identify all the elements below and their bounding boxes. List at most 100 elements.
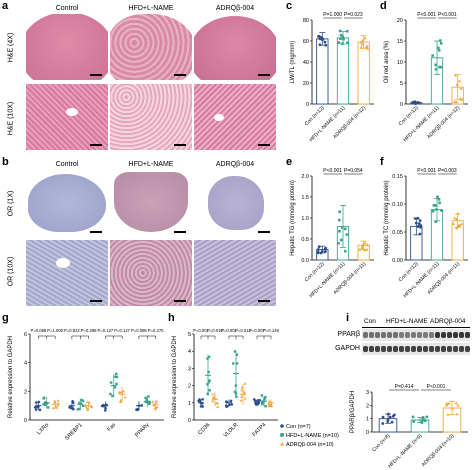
blot-gapdh-band-1 bbox=[368, 346, 374, 352]
col-title-hfd-b: HFD+L-NAME bbox=[128, 161, 174, 168]
point-1-2-2 bbox=[243, 382, 247, 385]
point-2-1-4 bbox=[109, 392, 112, 396]
blot-gapdh-strip bbox=[362, 343, 470, 355]
point-0-8 bbox=[417, 222, 421, 226]
scalebar-or1x-2 bbox=[174, 231, 186, 233]
panel-label-b: b bbox=[2, 156, 9, 168]
point-1-5 bbox=[434, 63, 438, 67]
x-tick-label-1: HFD+L-NAME (n=9) bbox=[387, 433, 424, 470]
point-2-3 bbox=[459, 86, 463, 90]
point-1-1-4 bbox=[233, 350, 237, 353]
blot-ppar-band-3 bbox=[380, 332, 386, 338]
point-0-4 bbox=[414, 217, 417, 221]
point-1-2-0 bbox=[242, 392, 246, 396]
pvalue-label-3: P=0.298 bbox=[81, 328, 97, 333]
point-3-1-2 bbox=[147, 395, 150, 398]
panel-label-a: a bbox=[2, 0, 9, 12]
point-1-0 bbox=[438, 65, 441, 69]
point-0-1-6 bbox=[44, 401, 47, 404]
scalebar-he10x-2 bbox=[174, 144, 186, 146]
point-1-3 bbox=[337, 218, 341, 222]
point-2-1-5 bbox=[115, 375, 119, 379]
point-1-2-5 bbox=[240, 385, 244, 389]
blot-ppar-band-6 bbox=[398, 332, 404, 338]
x-tick-label-0: LXRα bbox=[36, 422, 51, 437]
or-1x-adr-image bbox=[194, 170, 276, 236]
blot-ppar-band-4 bbox=[386, 332, 392, 338]
point-1-2 bbox=[337, 242, 340, 245]
point-2-6 bbox=[361, 38, 365, 42]
y-axis-label: LW/TL (mg/mm) bbox=[290, 41, 296, 84]
point-2-4 bbox=[455, 226, 459, 230]
point-0-1-5 bbox=[207, 370, 210, 374]
panel-label-g: g bbox=[2, 312, 9, 324]
row-label-he4x: H&E (4X) bbox=[7, 32, 15, 63]
point-0-0-0 bbox=[34, 401, 38, 404]
point-1-1-6 bbox=[81, 404, 85, 407]
point-0-1-0 bbox=[206, 383, 209, 386]
point-0-3 bbox=[324, 43, 328, 47]
point-1-7 bbox=[425, 415, 429, 419]
y-tick-label-3: 3 bbox=[366, 390, 369, 396]
point-1-0-5 bbox=[225, 405, 228, 408]
col-title-adr-a: ADRQβ-004 bbox=[215, 5, 255, 12]
bar-2 bbox=[357, 41, 370, 105]
point-1-4 bbox=[431, 54, 434, 57]
point-0-4 bbox=[386, 420, 390, 423]
point-1-0-7 bbox=[69, 405, 73, 409]
point-2-5 bbox=[362, 248, 367, 252]
point-2-2-4 bbox=[118, 391, 122, 394]
point-1-0 bbox=[341, 35, 345, 39]
point-1-7 bbox=[437, 49, 441, 52]
point-3-2-6 bbox=[152, 403, 156, 407]
chart-e-hepatic-tg: 0.0 0.5 1.0 1.5 2.0 Hepatic TG (mmol/g protei… bbox=[290, 168, 374, 299]
point-2-4 bbox=[360, 246, 364, 250]
point-2-2 bbox=[460, 98, 464, 101]
point-2-2-7 bbox=[119, 398, 123, 402]
point-1-8 bbox=[345, 233, 349, 236]
row-label-he10x: H&E (10X) bbox=[7, 101, 15, 136]
point-2-1-7 bbox=[115, 382, 118, 386]
y-tick-label-4: 20 bbox=[397, 18, 403, 24]
point-0-0 bbox=[418, 232, 422, 236]
blot-ppar-band-12 bbox=[434, 332, 440, 338]
legend-label-0: Con (n=7) bbox=[286, 424, 311, 430]
legend-label-1: HFD+L-NAME (n=10) bbox=[286, 433, 339, 439]
blot-group-underline bbox=[362, 327, 470, 328]
pvalue-label-0: P<0.001 bbox=[417, 168, 436, 174]
he-4x-hfd-image bbox=[110, 14, 192, 80]
point-0-8 bbox=[391, 414, 395, 418]
point-0-6 bbox=[388, 415, 392, 419]
point-3-1-1 bbox=[146, 400, 149, 404]
point-0-8 bbox=[411, 100, 415, 104]
point-1-4 bbox=[338, 29, 342, 33]
point-1-1-7 bbox=[233, 390, 237, 393]
point-1-2-3 bbox=[239, 398, 243, 402]
blot-ppar-band-5 bbox=[392, 332, 398, 338]
point-0-4 bbox=[323, 247, 327, 251]
blot-gapdh-band-2 bbox=[374, 346, 380, 352]
x-tick-label-1: HFD+L-NAME (n=11) bbox=[402, 105, 440, 143]
panel-label-i: i bbox=[346, 312, 350, 324]
panel-label-d: d bbox=[380, 0, 387, 12]
point-1-1-1 bbox=[234, 392, 238, 395]
or-10x-hfd-image bbox=[110, 240, 192, 306]
point-1-8 bbox=[439, 65, 443, 69]
point-2-5 bbox=[458, 96, 462, 100]
point-1-2-4 bbox=[240, 388, 244, 392]
y-tick-label-0: 0 bbox=[188, 418, 191, 424]
point-0-0-3 bbox=[34, 408, 38, 411]
pvalue-label-7: P=0.270 bbox=[148, 328, 164, 333]
point-2-8 bbox=[455, 217, 459, 221]
y-tick-label-3: 60 bbox=[303, 39, 309, 45]
point-0-0-2 bbox=[37, 400, 41, 404]
point-1-6 bbox=[434, 220, 438, 223]
blot-group-con-label: Con bbox=[364, 318, 376, 325]
point-1-4 bbox=[421, 417, 425, 420]
point-1-1 bbox=[439, 42, 443, 45]
pvalue-label-1: P=0.023 bbox=[344, 12, 363, 18]
point-0-1-3 bbox=[42, 402, 45, 406]
pvalue-label-0: P=0.001 bbox=[193, 328, 209, 333]
pvalue-label-2: P=0.822 bbox=[64, 328, 80, 333]
